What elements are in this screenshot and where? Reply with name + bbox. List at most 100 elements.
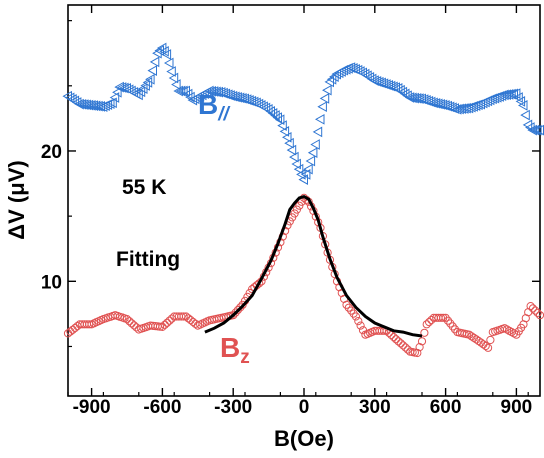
data-point	[435, 98, 445, 110]
series-label-bpar-sub: //	[217, 104, 230, 125]
data-point	[161, 49, 172, 60]
x-tick-label: -600	[143, 397, 181, 418]
data-point	[73, 322, 82, 331]
data-point	[295, 201, 304, 210]
data-point	[441, 313, 450, 322]
data-point	[344, 303, 353, 312]
x-tick-label: 300	[359, 397, 391, 418]
data-point	[168, 72, 179, 84]
series-bz	[63, 193, 544, 358]
data-point	[163, 318, 172, 327]
x-tick-label: 600	[430, 397, 462, 418]
data-point	[178, 85, 188, 97]
x-axis-title: B(Oe)	[274, 426, 334, 451]
data-point	[227, 90, 238, 102]
annotation-temperature: 55 K	[122, 176, 166, 199]
series-layer	[62, 42, 544, 358]
data-point	[502, 325, 512, 334]
data-point	[303, 163, 313, 175]
fit-curve	[204, 194, 423, 338]
data-point	[300, 169, 311, 180]
data-point	[289, 151, 299, 163]
data-point	[395, 84, 405, 96]
data-point	[411, 92, 422, 104]
data-point	[508, 88, 518, 100]
data-point	[298, 174, 308, 185]
data-point	[116, 82, 127, 93]
data-point	[446, 319, 455, 328]
data-point	[413, 348, 422, 358]
data-point	[263, 103, 273, 115]
data-point	[112, 86, 122, 98]
data-point	[430, 97, 441, 109]
data-point	[354, 317, 363, 326]
y-tick-label: 20	[41, 142, 62, 163]
data-point	[175, 85, 186, 97]
series-label-bz: Bz	[220, 332, 250, 368]
data-point	[163, 57, 174, 69]
data-point	[125, 317, 134, 326]
data-point	[114, 81, 124, 93]
data-point	[290, 209, 299, 218]
data-point	[179, 312, 188, 321]
data-point	[458, 103, 469, 114]
data-point	[389, 333, 398, 342]
data-point	[286, 144, 297, 156]
data-point	[291, 158, 301, 170]
data-point	[396, 339, 405, 348]
data-point	[529, 124, 540, 136]
data-point	[149, 56, 160, 68]
data-point	[281, 131, 292, 143]
data-point	[71, 323, 80, 333]
y-tick-label: 10	[41, 272, 62, 293]
data-point	[420, 328, 429, 337]
data-point	[293, 163, 304, 175]
data-point	[414, 93, 424, 104]
data-point	[189, 317, 198, 327]
data-point	[399, 341, 408, 350]
data-point	[68, 325, 77, 334]
series-b-	[62, 42, 544, 185]
data-point	[270, 110, 280, 121]
annotation-fitting: Fitting	[116, 248, 180, 271]
series-label-bpar: B//	[198, 89, 231, 125]
data-point	[166, 66, 176, 77]
data-point	[307, 147, 318, 159]
data-point	[394, 337, 403, 346]
data-point	[517, 100, 528, 111]
data-point	[232, 91, 242, 103]
data-point	[147, 65, 157, 76]
data-point	[213, 86, 223, 98]
data-point	[267, 108, 278, 119]
data-point	[160, 320, 169, 329]
data-point	[130, 321, 139, 330]
data-point	[513, 92, 523, 103]
data-point	[158, 322, 167, 331]
data-point	[165, 316, 174, 325]
data-point	[422, 320, 431, 329]
data-point	[427, 315, 436, 325]
data-point	[391, 335, 401, 344]
data-point	[236, 303, 245, 312]
data-point	[145, 73, 155, 85]
data-point	[417, 337, 427, 346]
data-point	[234, 92, 245, 104]
data-point	[401, 343, 410, 352]
data-point	[284, 137, 294, 149]
data-point	[520, 109, 530, 121]
data-point	[310, 139, 320, 150]
y-axis-title: ΔV (μV)	[4, 160, 29, 239]
data-point	[296, 169, 306, 180]
data-point	[356, 321, 365, 330]
data-point	[317, 101, 327, 113]
data-point	[526, 302, 535, 311]
data-point	[448, 322, 457, 331]
data-point	[171, 79, 181, 90]
data-point	[230, 91, 240, 103]
data-point	[415, 343, 424, 352]
data-point	[432, 98, 443, 110]
data-point	[233, 305, 242, 315]
data-point	[277, 120, 287, 131]
data-point	[279, 126, 290, 137]
